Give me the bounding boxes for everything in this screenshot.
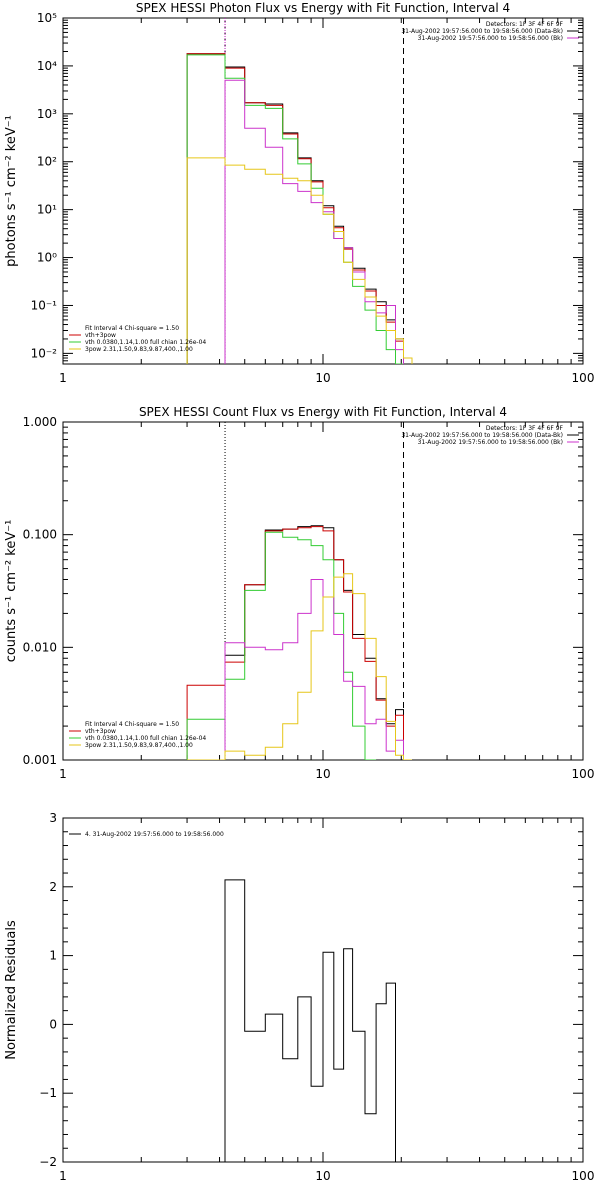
series-2-step [186, 53, 404, 364]
y-tick-label: 2 [49, 880, 57, 894]
x-tick-label: 1 [59, 371, 67, 385]
y-tick-label: 3 [49, 811, 57, 825]
series-3-step [186, 54, 404, 364]
legend-top-entry: 31-Aug-2002 19:57:56.000 to 19:58:56.000… [418, 35, 563, 42]
chart-3 [62, 817, 584, 1163]
y-tick-label: 10⁰ [37, 251, 57, 265]
series-2-step [186, 526, 404, 760]
series-5-step [187, 573, 412, 760]
legend-bottom-entry: vth+3pow [85, 728, 116, 735]
y-tick-label: 0 [49, 1017, 57, 1031]
residual-step [224, 879, 404, 1162]
plot-area [186, 18, 413, 364]
chart-1 [62, 17, 584, 365]
legend-bottom-entry: 3pow 2.31,1.50,9.83,9.87,400.,1.00 [85, 742, 193, 749]
x-tick-label: 10 [315, 371, 330, 385]
legend-bottom-entry: vth+3pow [85, 332, 116, 339]
legend-top-entry: Detectors: 1F 3F 4F 6F 9F [486, 425, 564, 432]
y-tick-label: 0.010 [23, 640, 57, 654]
series-4-step [224, 579, 404, 760]
chart-title: SPEX HESSI Count Flux vs Energy with Fit… [139, 405, 507, 419]
series-3-step [186, 531, 377, 760]
legend-top-entry: 31-Aug-2002 19:57:56.000 to 19:58:56.000… [401, 28, 563, 35]
series-1-step [186, 53, 404, 364]
series-4-step [224, 79, 404, 364]
x-tick-label: 100 [572, 1169, 595, 1183]
chart-title: SPEX HESSI Photon Flux vs Energy with Fi… [136, 1, 510, 15]
y-tick-label: 10³ [37, 107, 57, 121]
series-5-step [186, 157, 413, 364]
legend-top-entry: Detectors: 1F 3F 4F 6F 9F [486, 21, 564, 28]
legend-bottom-entry: 3pow 2.31,1.50,9.83,9.87,400.,1.00 [85, 346, 193, 353]
y-tick-label: −1 [39, 1086, 57, 1100]
y-tick-label: 10⁵ [37, 11, 57, 25]
y-tick-label: 10⁻² [31, 346, 58, 360]
series-1-step [224, 525, 404, 760]
x-tick-label: 10 [315, 767, 330, 781]
y-axis-label: photons s⁻¹ cm⁻² keV⁻¹ [4, 115, 19, 267]
plot-area [224, 879, 404, 1162]
legend-top-entry: 31-Aug-2002 19:57:56.000 to 19:58:56.000… [401, 432, 563, 439]
x-tick-label: 1 [59, 1169, 67, 1183]
y-tick-label: 1 [49, 949, 57, 963]
y-tick-label: 10⁴ [37, 59, 57, 73]
x-tick-label: 100 [572, 371, 595, 385]
x-tick-label: 100 [572, 767, 595, 781]
y-axis-label: Normalized Residuals [4, 920, 19, 1060]
y-tick-label: 1.000 [23, 415, 57, 429]
legend-bottom-entry: vth 0.0380,1.14,1.00 full chian 1.26e-04 [85, 339, 206, 346]
y-tick-label: 10⁻¹ [31, 298, 58, 312]
legend-bottom-entry: Fit Interval 4 Chi-square = 1.50 [85, 325, 179, 332]
plot-area [186, 422, 412, 760]
x-tick-label: 1 [59, 767, 67, 781]
y-tick-label: 0.100 [23, 528, 57, 542]
y-tick-label: 0.001 [23, 753, 57, 767]
y-axis-label: counts s⁻¹ cm⁻² keV⁻¹ [4, 520, 19, 663]
legend-bottom-entry: vth 0.0380,1.14,1.00 full chian 1.26e-04 [85, 735, 206, 742]
legend-bottom-entry: Fit Interval 4 Chi-square = 1.50 [85, 721, 179, 728]
y-tick-label: 10² [37, 155, 57, 169]
chart-2 [62, 421, 584, 761]
legend-top-entry: 31-Aug-2002 19:57:56.000 to 19:58:56.000… [418, 439, 563, 446]
legend-entry: 4. 31-Aug-2002 19:57:56.000 to 19:58:56.… [85, 831, 224, 838]
y-tick-label: 10¹ [37, 203, 57, 217]
x-tick-label: 10 [315, 1169, 330, 1183]
y-tick-label: −2 [39, 1155, 57, 1169]
